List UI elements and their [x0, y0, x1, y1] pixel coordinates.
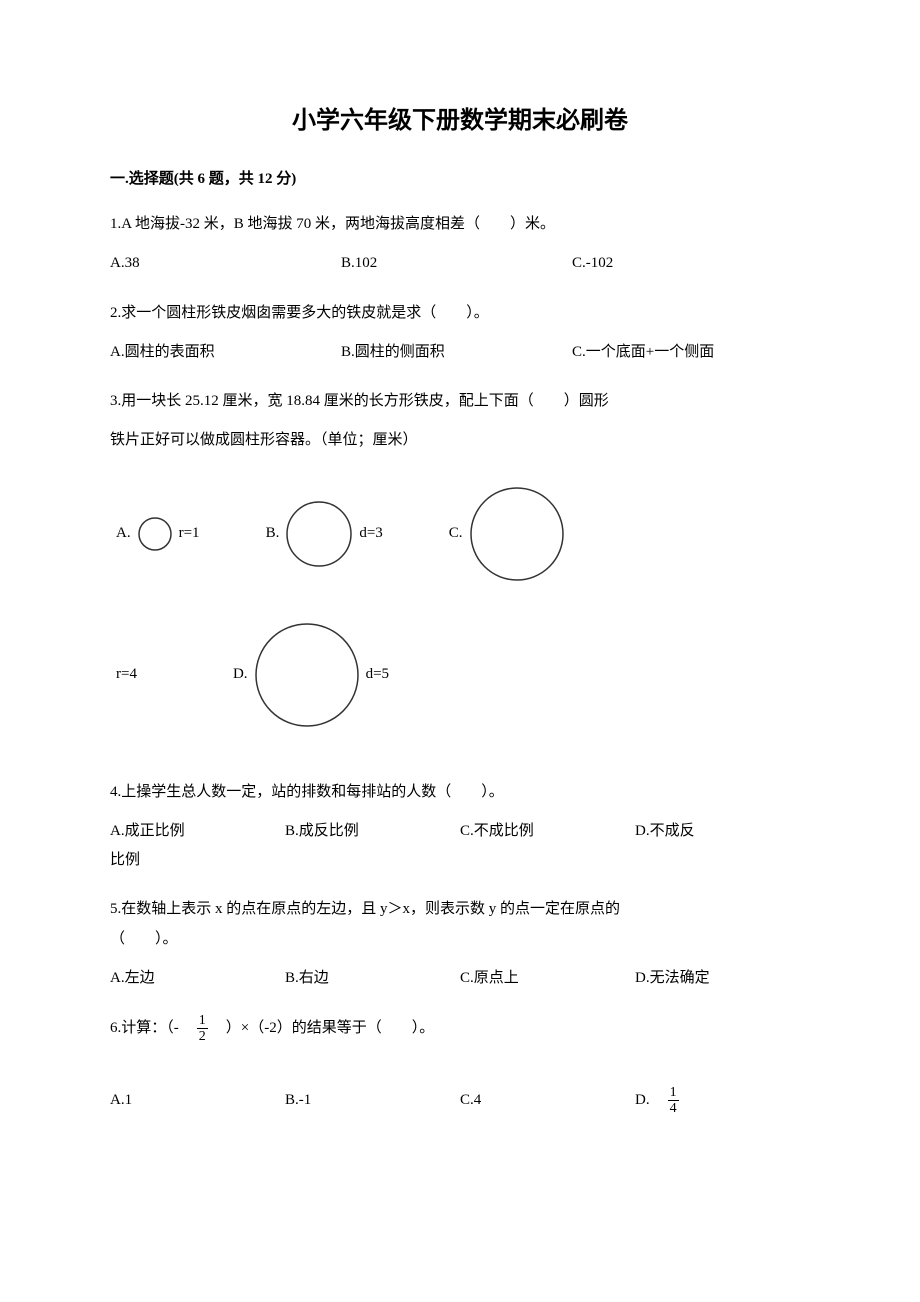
q6-fraction-1: 1 2	[197, 1013, 208, 1045]
q3-option-d-label: D.	[233, 660, 248, 689]
q5-text2: （ ）。	[110, 925, 810, 954]
q3-text2: 铁片正好可以做成圆柱形容器。（单位；厘米）	[110, 426, 810, 455]
question-5: 5.在数轴上表示 x 的点在原点的左边，且 y＞x，则表示数 y 的点一定在原点…	[110, 895, 810, 993]
q5-options: A.左边 B.右边 C.原点上 D.无法确定	[110, 964, 810, 993]
question-6: 6.计算：（- 1 2 ）×（-2）的结果等于（ ）。 A.1 B.-1 C.4…	[110, 1013, 810, 1117]
q1-options: A.38 B.102 C.-102	[110, 249, 810, 278]
q4-option-d-cont: 比例	[110, 846, 810, 875]
q3-options-line1: A. r=1 B. d=3 C.	[110, 486, 810, 582]
q6-mid: ）×（-2）的结果等于（ ）。	[211, 1014, 434, 1043]
document-title: 小学六年级下册数学期末必刷卷	[110, 100, 810, 135]
q6-option-d: D. 1 4	[635, 1085, 810, 1117]
q6-optd-prefix: D.	[635, 1086, 665, 1115]
q6-option-b: B.-1	[285, 1086, 460, 1115]
q4-text: 4.上操学生总人数一定，站的排数和每排站的人数（ ）。	[110, 778, 810, 807]
circle-c-icon	[469, 486, 565, 582]
question-3: 3.用一块长 25.12 厘米，宽 18.84 厘米的长方形铁皮，配上下面（ ）…	[110, 387, 810, 728]
q6-frac2-num: 1	[668, 1085, 679, 1101]
q2-text: 2.求一个圆柱形铁皮烟囱需要多大的铁皮就是求（ ）。	[110, 299, 810, 328]
q5-option-c: C.原点上	[460, 964, 635, 993]
q2-option-a: A.圆柱的表面积	[110, 338, 341, 367]
q4-option-a: A.成正比例	[110, 817, 285, 846]
q4-option-b: B.成反比例	[285, 817, 460, 846]
q3-option-c-label: C.	[449, 519, 463, 548]
q2-options: A.圆柱的表面积 B.圆柱的侧面积 C.一个底面+一个侧面	[110, 338, 810, 367]
q4-option-d: D.不成反	[635, 817, 810, 846]
q2-option-b: B.圆柱的侧面积	[341, 338, 572, 367]
q1-option-c: C.-102	[572, 249, 803, 278]
q2-option-c: C.一个底面+一个侧面	[572, 338, 803, 367]
q6-frac1-num: 1	[197, 1013, 208, 1029]
q6-fraction-2: 1 4	[668, 1085, 679, 1117]
circle-b-icon	[285, 500, 353, 568]
q5-option-d: D.无法确定	[635, 964, 810, 993]
q3-option-d-value: d=5	[366, 660, 389, 689]
circle-a-icon	[137, 516, 173, 552]
q3-options-line2: r=4 D. d=5	[110, 622, 810, 728]
q6-frac2-den: 4	[668, 1101, 679, 1116]
q3-text1: 3.用一块长 25.12 厘米，宽 18.84 厘米的长方形铁皮，配上下面（ ）…	[110, 387, 810, 416]
q6-pre: 6.计算：（-	[110, 1014, 194, 1043]
q1-option-b: B.102	[341, 249, 572, 278]
section-header: 一.选择题(共 6 题，共 12 分)	[110, 167, 810, 188]
circle-d-icon	[254, 622, 360, 728]
question-2: 2.求一个圆柱形铁皮烟囱需要多大的铁皮就是求（ ）。 A.圆柱的表面积 B.圆柱…	[110, 299, 810, 368]
q3-option-b-value: d=3	[359, 519, 382, 548]
q6-options: A.1 B.-1 C.4 D. 1 4	[110, 1085, 810, 1117]
q3-r4-value: r=4	[116, 660, 137, 689]
q6-option-a: A.1	[110, 1086, 285, 1115]
q1-option-a: A.38	[110, 249, 341, 278]
q6-option-c: C.4	[460, 1086, 635, 1115]
question-4: 4.上操学生总人数一定，站的排数和每排站的人数（ ）。 A.成正比例 B.成反比…	[110, 778, 810, 876]
q5-text1: 5.在数轴上表示 x 的点在原点的左边，且 y＞x，则表示数 y 的点一定在原点…	[110, 895, 810, 924]
q3-option-b-label: B.	[266, 519, 280, 548]
q1-text: 1.A 地海拔-32 米，B 地海拔 70 米，两地海拔高度相差（ ）米。	[110, 210, 810, 239]
q5-option-b: B.右边	[285, 964, 460, 993]
q4-options: A.成正比例 B.成反比例 C.不成比例 D.不成反 比例	[110, 817, 810, 876]
q3-option-a-label: A.	[116, 519, 131, 548]
q5-option-a: A.左边	[110, 964, 285, 993]
q3-option-a-value: r=1	[179, 519, 200, 548]
q4-option-c: C.不成比例	[460, 817, 635, 846]
question-1: 1.A 地海拔-32 米，B 地海拔 70 米，两地海拔高度相差（ ）米。 A.…	[110, 210, 810, 279]
q6-frac1-den: 2	[197, 1029, 208, 1044]
q6-text: 6.计算：（- 1 2 ）×（-2）的结果等于（ ）。	[110, 1013, 810, 1045]
